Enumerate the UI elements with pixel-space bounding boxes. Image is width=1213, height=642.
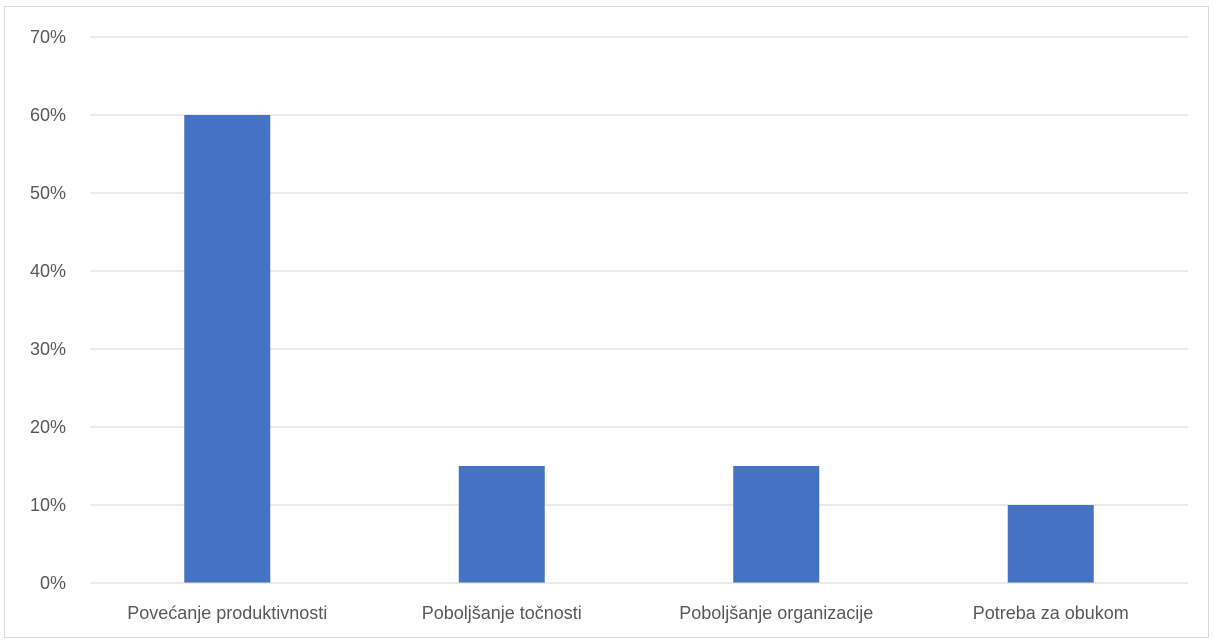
bar [184,115,271,583]
x-category-label: Potreba za obukom [973,603,1129,623]
y-tick-label: 30% [30,339,66,359]
y-tick-label: 0% [40,573,66,593]
bar [458,466,545,583]
x-axis-category-labels: Povećanje produktivnosti Poboljšanje točn… [127,603,1129,623]
y-tick-label: 60% [30,105,66,125]
y-tick-label: 20% [30,417,66,437]
x-category-label: Poboljšanje organizacije [679,603,873,623]
y-axis-tick-labels: 0% 10% 20% 30% 40% 50% 60% 70% [30,27,66,593]
bar [1007,505,1094,583]
bars [184,115,1094,583]
y-tick-label: 10% [30,495,66,515]
x-category-label: Povećanje produktivnosti [127,603,327,623]
gridlines [90,36,1188,506]
x-category-label: Poboljšanje točnosti [422,603,582,623]
y-tick-label: 40% [30,261,66,281]
bar [733,466,820,583]
y-tick-label: 50% [30,183,66,203]
y-tick-label: 70% [30,27,66,47]
